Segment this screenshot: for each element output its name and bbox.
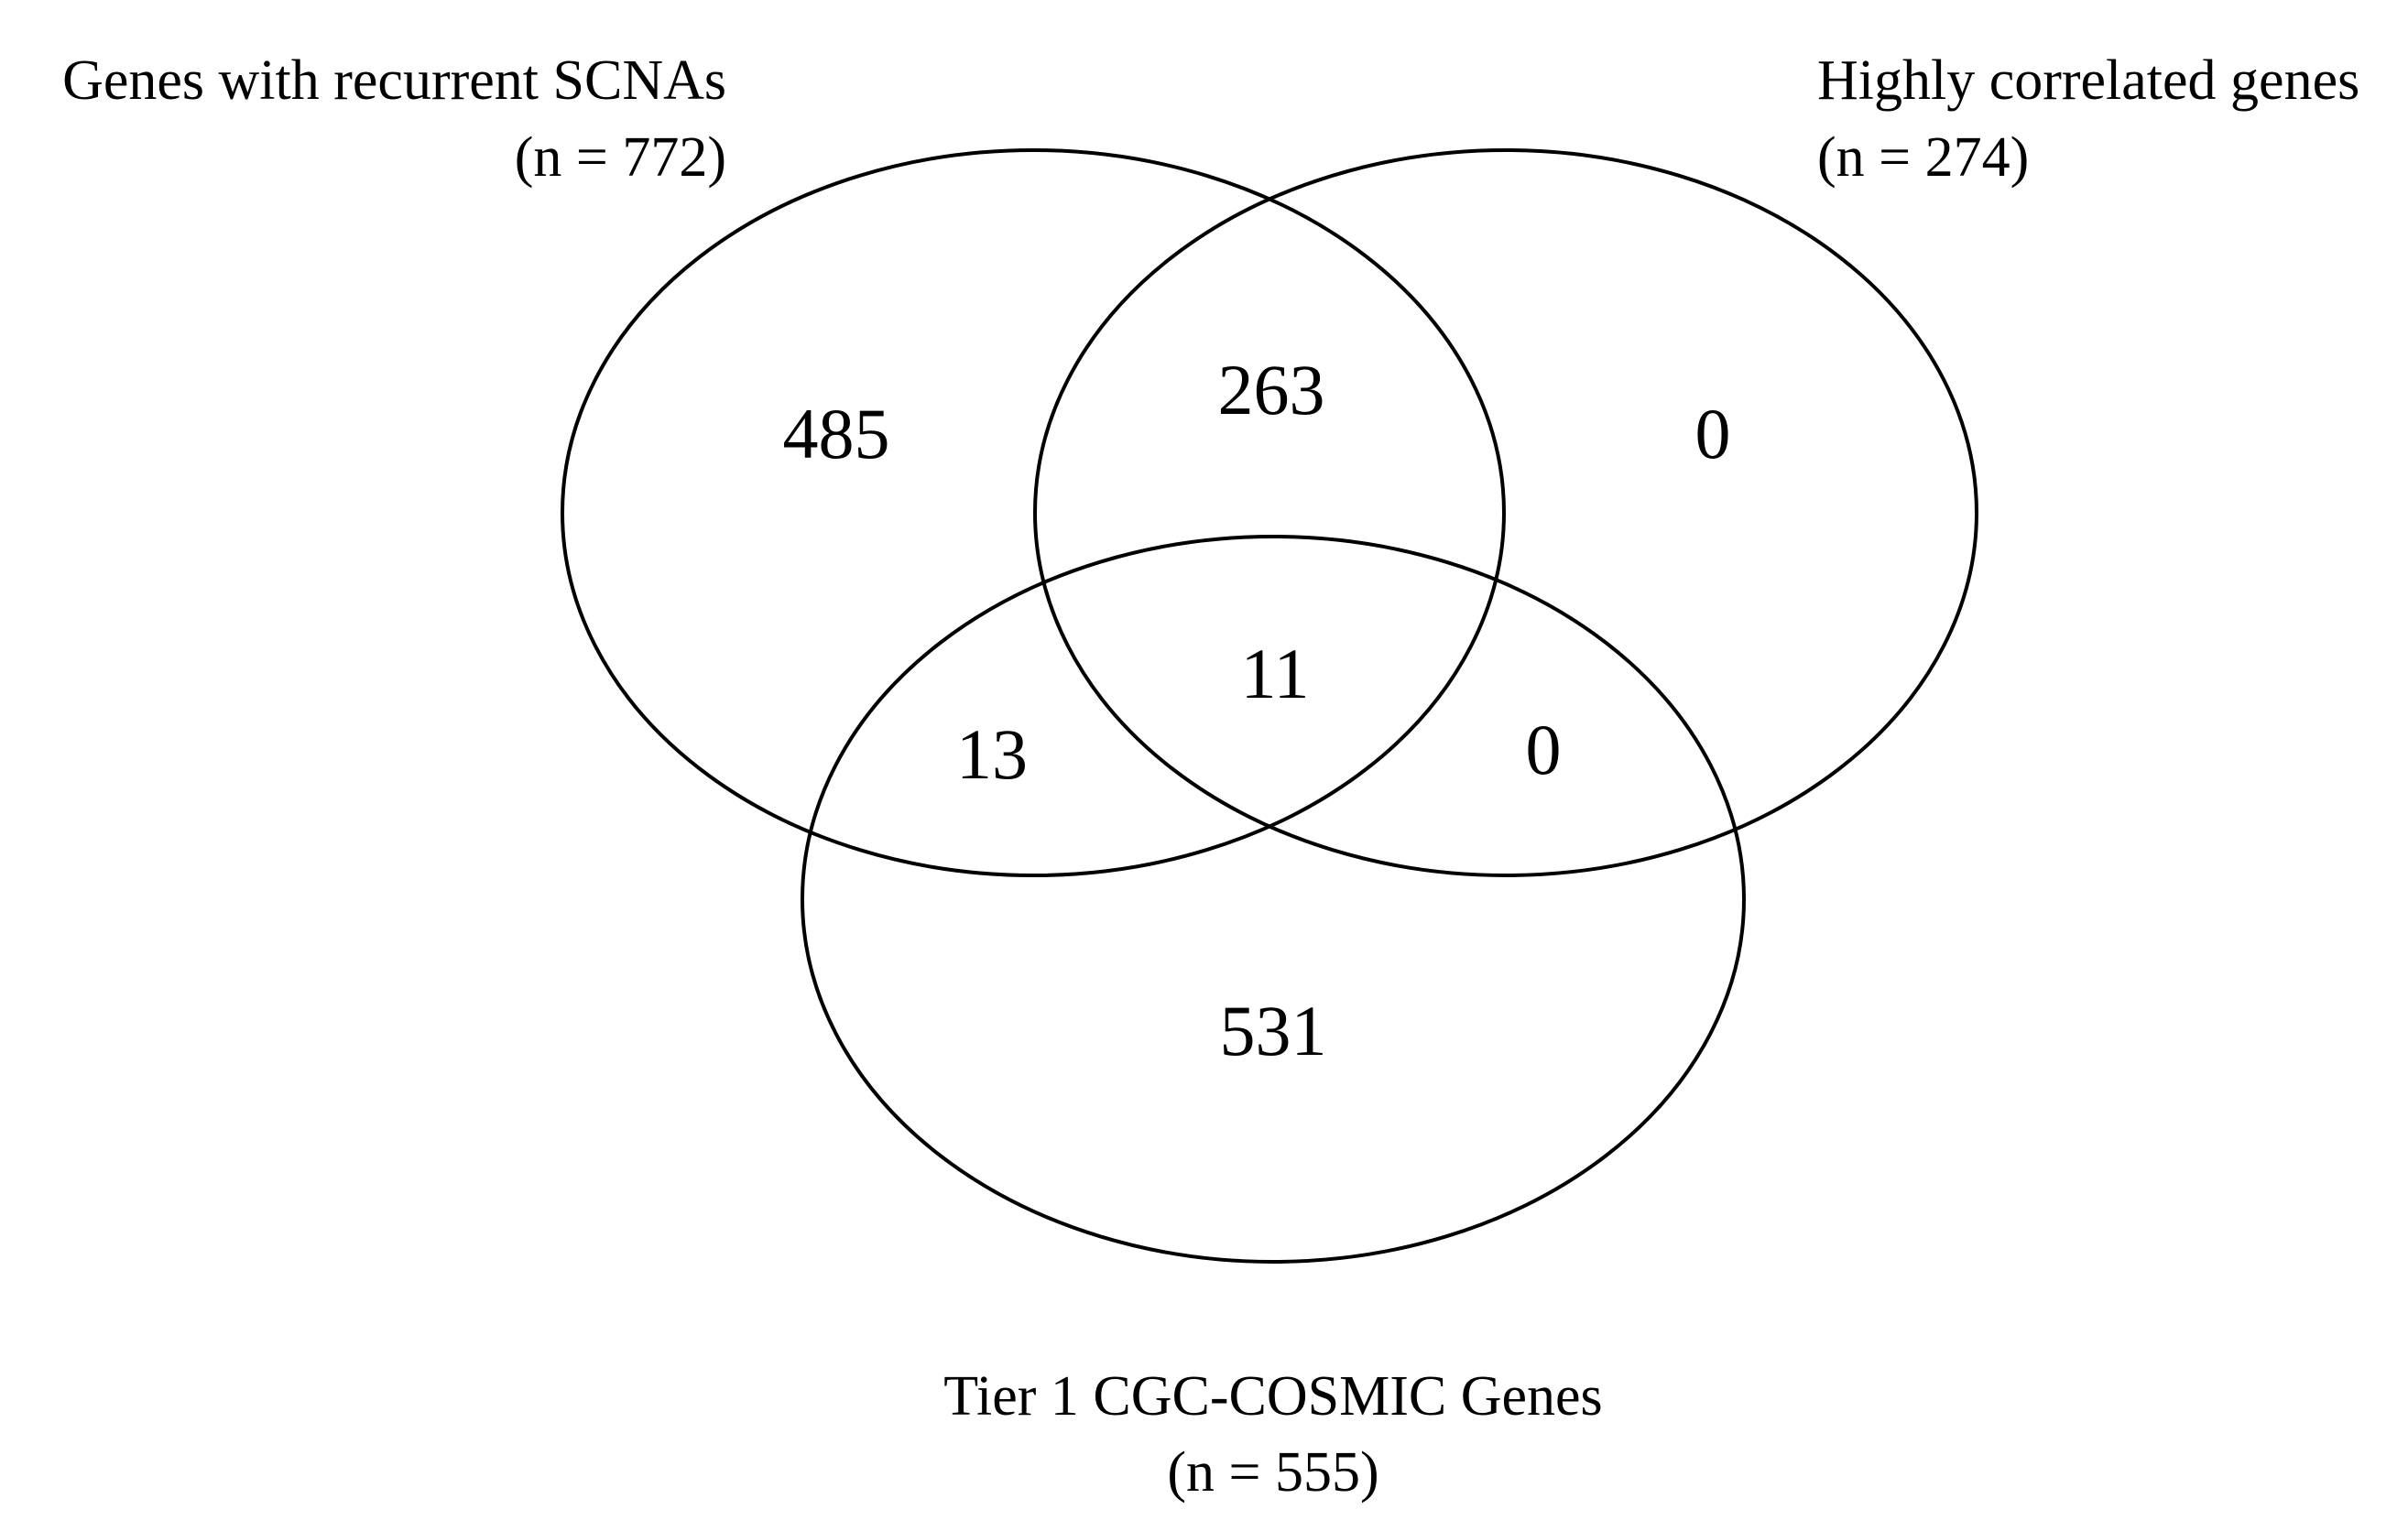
cosmic-set-ellipse bbox=[801, 535, 1746, 1264]
region-cosmic-only: 531 bbox=[1220, 991, 1327, 1070]
correlated-set-name: Highly correlated genes bbox=[1817, 49, 2359, 112]
region-correlated-only: 0 bbox=[1695, 394, 1731, 473]
cosmic-set-count: (n = 555) bbox=[1167, 1441, 1378, 1504]
region-scna-correlated: 263 bbox=[1218, 350, 1325, 429]
scna-set-name: Genes with recurrent SCNAs bbox=[62, 49, 726, 112]
cosmic-set-name: Tier 1 CGC-COSMIC Genes bbox=[943, 1365, 1602, 1428]
region-scna-only: 485 bbox=[783, 394, 890, 473]
region-all-three: 11 bbox=[1240, 634, 1309, 713]
correlated-set-count: (n = 274) bbox=[1817, 126, 2029, 189]
scna-set-ellipse bbox=[561, 148, 1506, 877]
region-scna-cosmic: 13 bbox=[956, 714, 1028, 794]
correlated-set-ellipse bbox=[1033, 148, 1978, 877]
region-correlated-cosmic: 0 bbox=[1526, 710, 1562, 789]
scna-set-count: (n = 772) bbox=[515, 126, 726, 189]
